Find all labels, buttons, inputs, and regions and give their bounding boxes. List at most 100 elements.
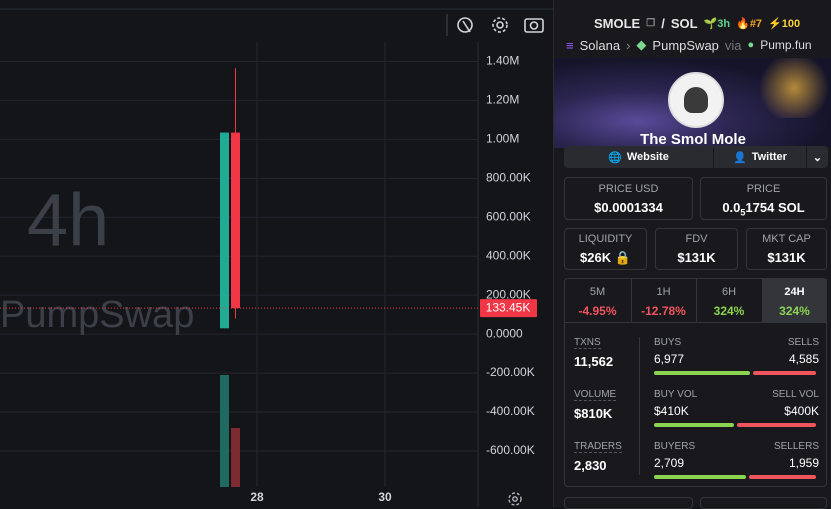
price-usd-label: PRICE USD xyxy=(598,183,659,195)
dex[interactable]: PumpSwap xyxy=(652,37,719,53)
change-period: 1H xyxy=(656,286,671,298)
liquidity-value: $26K xyxy=(580,250,612,265)
website-label: Website xyxy=(626,151,669,163)
change-period: 6H xyxy=(721,286,737,298)
launchpad-icon: ● xyxy=(747,39,755,51)
y-tick-label: 800.00K xyxy=(486,170,531,184)
last-price-label: 133.45K xyxy=(486,300,531,314)
stat-label: TRADERS xyxy=(574,441,622,453)
lock-icon: 🔒 xyxy=(614,250,631,265)
change-value: 324% xyxy=(713,304,745,318)
change-tab[interactable]: 6H 324% xyxy=(696,279,761,323)
age-text: 3h xyxy=(717,18,731,30)
price-suffix: 1754 SOL xyxy=(745,200,805,215)
left-label: BUYERS xyxy=(654,441,696,452)
trending-rank: 🔥#7 xyxy=(736,18,763,30)
change-value: -12.78% xyxy=(641,304,686,318)
more-links[interactable]: ⌄ xyxy=(807,146,828,168)
price-prefix: 0.0 xyxy=(722,200,741,215)
watermark-source: PumpSwap xyxy=(0,294,194,336)
change-tab[interactable]: 1H -12.78% xyxy=(630,279,696,323)
y-tick-label: 1.00M xyxy=(486,132,519,146)
settings-icon[interactable] xyxy=(492,17,508,33)
boosts-text: 100 xyxy=(781,18,801,30)
banner-glow xyxy=(754,58,831,118)
change-value: -4.95% xyxy=(578,304,617,318)
left-value: 2,709 xyxy=(654,456,685,470)
y-tick-label: 600.00K xyxy=(486,209,531,223)
banner: The Smol Mole xyxy=(554,58,831,148)
stat-label: VOLUME xyxy=(574,389,617,401)
fdv-box: FDV $131K xyxy=(655,228,738,270)
pair-age: 🌱3h xyxy=(703,18,731,30)
left-label: BUYS xyxy=(654,337,682,348)
sell-bar xyxy=(749,475,816,479)
via: via xyxy=(724,37,742,53)
copy-icon[interactable]: ❐ xyxy=(646,18,656,29)
change-tab[interactable]: 24H 324% xyxy=(761,279,827,323)
candle-body xyxy=(220,132,229,329)
candle-body xyxy=(231,132,240,309)
right-value: $400K xyxy=(784,404,819,418)
token-avatar xyxy=(668,72,724,128)
left-label: BUY VOL xyxy=(654,389,698,400)
footer-button[interactable] xyxy=(564,497,693,509)
price-axis: 1.40M 1.20M 1.00M 800.00K 600.00K 400.00K 200.… xyxy=(0,42,537,507)
stat-value: 2,830 xyxy=(574,458,607,473)
twitter-button[interactable]: 👤 Twitter xyxy=(714,146,806,168)
pair-header: SMOLE ❐ / SOL 🌱3h 🔥#7 ⚡100 xyxy=(594,16,800,31)
y-tick-label: -200.00K xyxy=(486,365,535,379)
liquidity-box: LIQUIDITY $26K 🔒 xyxy=(564,228,647,270)
sell-bar xyxy=(737,423,816,427)
website-button[interactable]: 🌐 Website xyxy=(564,146,713,168)
screenshot-icon[interactable] xyxy=(524,18,544,33)
chart-settings-icon[interactable] xyxy=(508,492,522,506)
launchpad[interactable]: Pump.fun xyxy=(760,38,812,52)
x-tick-label: 30 xyxy=(378,490,392,504)
candles xyxy=(220,68,240,329)
y-tick-label: 0.0000 xyxy=(486,326,523,340)
price-usd-box: PRICE USD $0.0001334 xyxy=(564,177,693,220)
chain[interactable]: Solana xyxy=(579,37,621,53)
last-price-tag xyxy=(480,299,537,318)
right-value: 1,959 xyxy=(788,456,819,470)
price-sol-box: PRICE 0.051754 SOL xyxy=(700,177,827,220)
chart-bg xyxy=(0,0,553,507)
token-panel: SMOLE ❐ / SOL 🌱3h 🔥#7 ⚡100 ≡ Solana › ◆ … xyxy=(553,0,831,509)
price-usd-value: $0.0001334 xyxy=(594,200,663,215)
stat-value: 11,562 xyxy=(574,354,614,369)
chain-icon: ≡ xyxy=(566,37,574,53)
stats-rows: TXNS 11,562 BUYS 6,977 SELLS 4,585 VOLUME $810K… xyxy=(565,333,827,483)
stats-row: TXNS 11,562 BUYS 6,977 SELLS 4,585 xyxy=(565,333,827,383)
y-tick-label: 400.00K xyxy=(486,248,531,262)
buy-bar xyxy=(654,423,734,427)
footer-button[interactable] xyxy=(700,497,827,509)
buy-bar xyxy=(654,475,746,479)
price-sol-label: PRICE xyxy=(746,183,781,195)
avatar-mole xyxy=(684,87,708,113)
liquidity-value-row: $26K 🔒 xyxy=(565,250,646,266)
y-tick-label: 1.40M xyxy=(486,54,519,68)
dex-icon: ◆ xyxy=(636,37,647,52)
boosts: ⚡100 xyxy=(768,18,801,30)
right-label: SELL VOL xyxy=(772,389,819,400)
globe-icon: 🌐 xyxy=(608,151,622,164)
liquidity-label: LIQUIDITY xyxy=(578,233,633,245)
sell-bar xyxy=(752,371,816,375)
replay-icon[interactable] xyxy=(457,17,473,33)
price-subscript: 5 xyxy=(740,207,746,218)
quote-symbol: SOL xyxy=(670,16,698,31)
pair-separator: / xyxy=(661,16,665,31)
change-tab[interactable]: 5M -4.95% xyxy=(565,279,630,323)
price-sol-value: 0.051754 SOL xyxy=(701,200,826,218)
volume-bar xyxy=(220,375,229,487)
stats-row: VOLUME $810K BUY VOL $410K SELL VOL $400K xyxy=(565,385,827,435)
volume-bar xyxy=(231,428,240,487)
change-period: 24H xyxy=(784,286,805,298)
right-label: SELLS xyxy=(787,337,819,348)
change-tabs: 5M -4.95% 1H -12.78% 6H 324% 24H 324% xyxy=(565,279,827,323)
x-tick-label: 28 xyxy=(250,490,264,504)
chart: 4h PumpSwap 1.40M 1.20M 1.00M 800.00K 600.00… xyxy=(0,0,553,507)
stat-value: $810K xyxy=(574,406,613,421)
